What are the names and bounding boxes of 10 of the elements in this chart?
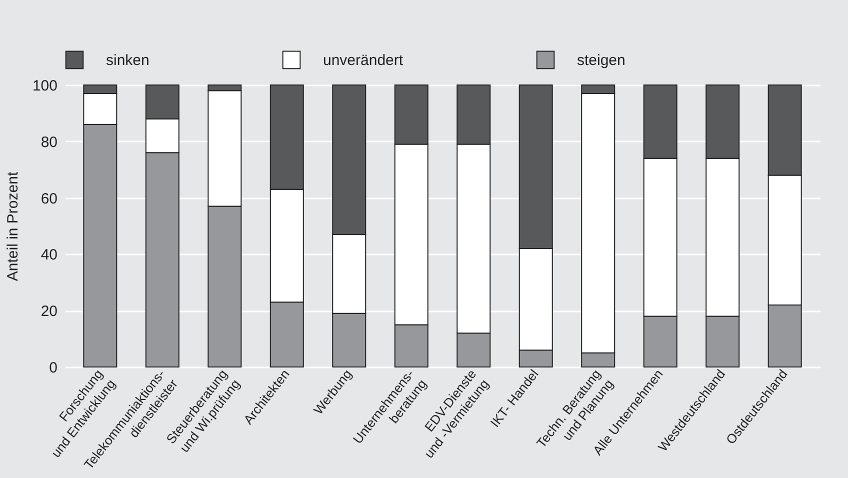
y-tick-label: 80 <box>40 134 58 151</box>
legend-label: unverändert <box>323 52 404 69</box>
y-axis-title: Anteil in Prozent <box>4 171 22 282</box>
legend-label: sinken <box>106 52 150 69</box>
y-tick-label: 0 <box>49 360 58 376</box>
legend-label: steigen <box>577 52 626 69</box>
y-tick-label: 40 <box>40 246 58 264</box>
y-tick-label: 20 <box>40 303 58 320</box>
y-tick-label: 100 <box>32 78 58 94</box>
y-tick-label: 60 <box>40 190 58 208</box>
